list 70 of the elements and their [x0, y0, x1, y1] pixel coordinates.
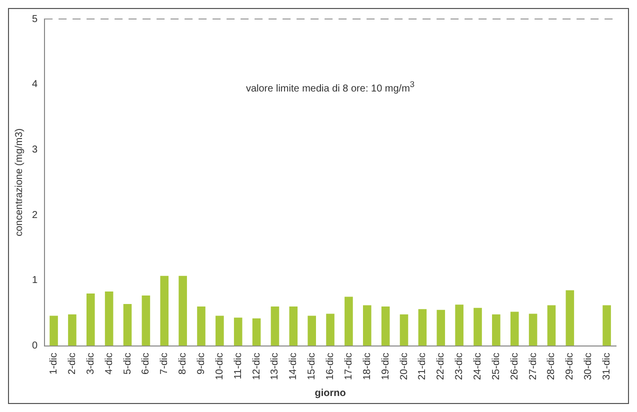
- bar: [160, 276, 169, 346]
- bar: [234, 318, 242, 346]
- bar: [86, 293, 95, 346]
- bar: [178, 276, 187, 346]
- bar: [252, 318, 261, 346]
- x-tick-label: 29-dic: [564, 352, 576, 380]
- bar: [50, 316, 58, 346]
- x-tick-label: 22-dic: [436, 352, 447, 380]
- x-tick-label: 21-dic: [417, 352, 428, 380]
- bar: [602, 305, 611, 346]
- annotation: valore limite media di 8 ore: 10 mg/m$^{3}$: [244, 78, 416, 94]
- bar: [455, 304, 464, 346]
- x-axis-title: giorno: [314, 388, 346, 399]
- bar: [123, 304, 132, 346]
- bar: [363, 305, 372, 346]
- x-tick-label: 5-dic: [122, 352, 134, 374]
- x-tick-label: 4-dic: [104, 352, 115, 374]
- y-axis-title: concentrazione (mg/m3): [14, 128, 25, 236]
- x-tick-label: 7-dic: [159, 352, 170, 374]
- x-tick-label: 11-dic: [232, 352, 244, 380]
- x-tick-label: 3-dic: [85, 352, 96, 374]
- bar: [400, 314, 408, 346]
- bar: [308, 316, 316, 346]
- bar: [474, 308, 482, 346]
- y-tick-label: 0: [32, 340, 38, 352]
- bar: [492, 314, 500, 346]
- y-tick-label: 5: [32, 14, 38, 25]
- y-tick-label: 3: [32, 144, 38, 156]
- x-tick-label: 25-dic: [490, 352, 502, 380]
- y-tick-label: 1: [32, 275, 38, 286]
- x-tick-label: 23-dic: [454, 352, 466, 380]
- y-tick-label: 4: [32, 79, 38, 90]
- x-tick-label: 24-dic: [472, 352, 484, 380]
- bar: [528, 314, 538, 346]
- x-tick-label: 12-dic: [251, 352, 262, 380]
- x-tick-label: 27-dic: [528, 352, 539, 380]
- bar: [510, 312, 519, 346]
- x-tick-label: 14-dic: [288, 352, 300, 380]
- x-tick-label: 13-dic: [270, 352, 281, 380]
- x-tick-label: 20-dic: [398, 352, 410, 380]
- bar: [566, 290, 574, 346]
- bar: [142, 295, 150, 346]
- bar: [436, 310, 446, 346]
- x-tick-label: 16-dic: [325, 352, 336, 380]
- bar: [216, 316, 224, 346]
- x-tick-label: 17-dic: [343, 352, 354, 380]
- x-tick-label: 19-dic: [380, 352, 392, 380]
- x-tick-label: 26-dic: [509, 352, 520, 380]
- x-tick-label: 9-dic: [196, 352, 207, 374]
- x-tick-label: 8-dic: [178, 352, 189, 374]
- bar: [418, 309, 427, 346]
- x-tick-label: 6-dic: [140, 352, 152, 374]
- y-tick-label: 2: [32, 210, 38, 221]
- x-tick-label: 15-dic: [306, 352, 318, 380]
- bar: [104, 292, 114, 346]
- bar: [326, 314, 334, 346]
- bar: [381, 306, 390, 346]
- bar: [270, 306, 280, 346]
- bar: [68, 314, 76, 346]
- bar: [197, 306, 206, 346]
- x-tick-label: 10-dic: [214, 352, 226, 380]
- bar: [344, 296, 353, 346]
- x-tick-label: 1-dic: [48, 352, 60, 374]
- x-tick-label: 31-dic: [602, 352, 613, 380]
- x-tick-label: 28-dic: [546, 352, 558, 380]
- x-tick-label: 30-dic: [583, 352, 594, 380]
- bar: [547, 305, 556, 346]
- x-tick-label: 18-dic: [362, 352, 373, 380]
- bar: [289, 306, 298, 346]
- x-tick-label: 2-dic: [66, 352, 78, 374]
